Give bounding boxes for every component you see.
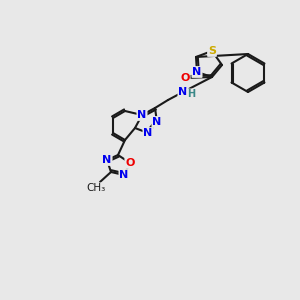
Text: N: N xyxy=(152,117,162,127)
Text: N: N xyxy=(119,170,129,180)
Text: N: N xyxy=(192,67,202,77)
Text: O: O xyxy=(125,158,135,168)
Text: N: N xyxy=(143,128,153,138)
Text: S: S xyxy=(208,46,216,56)
Text: N: N xyxy=(178,87,188,97)
Text: N: N xyxy=(102,155,112,165)
Text: N: N xyxy=(137,110,147,120)
Text: CH₃: CH₃ xyxy=(86,183,106,193)
Text: O: O xyxy=(180,73,190,83)
Text: H: H xyxy=(187,89,195,99)
